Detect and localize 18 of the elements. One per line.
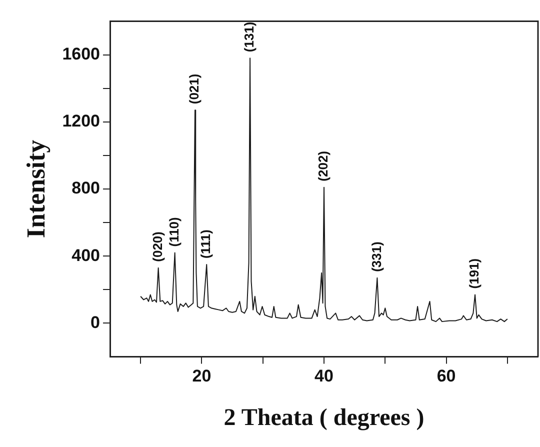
y-tick-label: 0 (90, 312, 100, 332)
x-tick-label: 40 (314, 366, 334, 386)
annotation: (191) (466, 258, 482, 289)
y-tick-label: 1600 (62, 44, 100, 64)
y-tick-label: 800 (72, 178, 100, 198)
y-tick-label: 400 (72, 246, 100, 265)
annotation: (110) (166, 217, 182, 247)
x-tick-label: 20 (192, 366, 212, 386)
x-axis-title: 2 Theata ( degrees ) (224, 404, 424, 431)
y-tick-label: 1200 (62, 112, 100, 131)
annotation: (331) (368, 242, 384, 272)
annotation: (131) (242, 22, 257, 52)
annotation: (111) (198, 230, 214, 259)
annotation: (020) (150, 232, 165, 262)
annotation: (021) (186, 74, 202, 104)
annotation: (202) (316, 150, 331, 182)
y-axis-title: Intensity (21, 140, 50, 238)
x-tick-label: 60 (436, 366, 456, 386)
